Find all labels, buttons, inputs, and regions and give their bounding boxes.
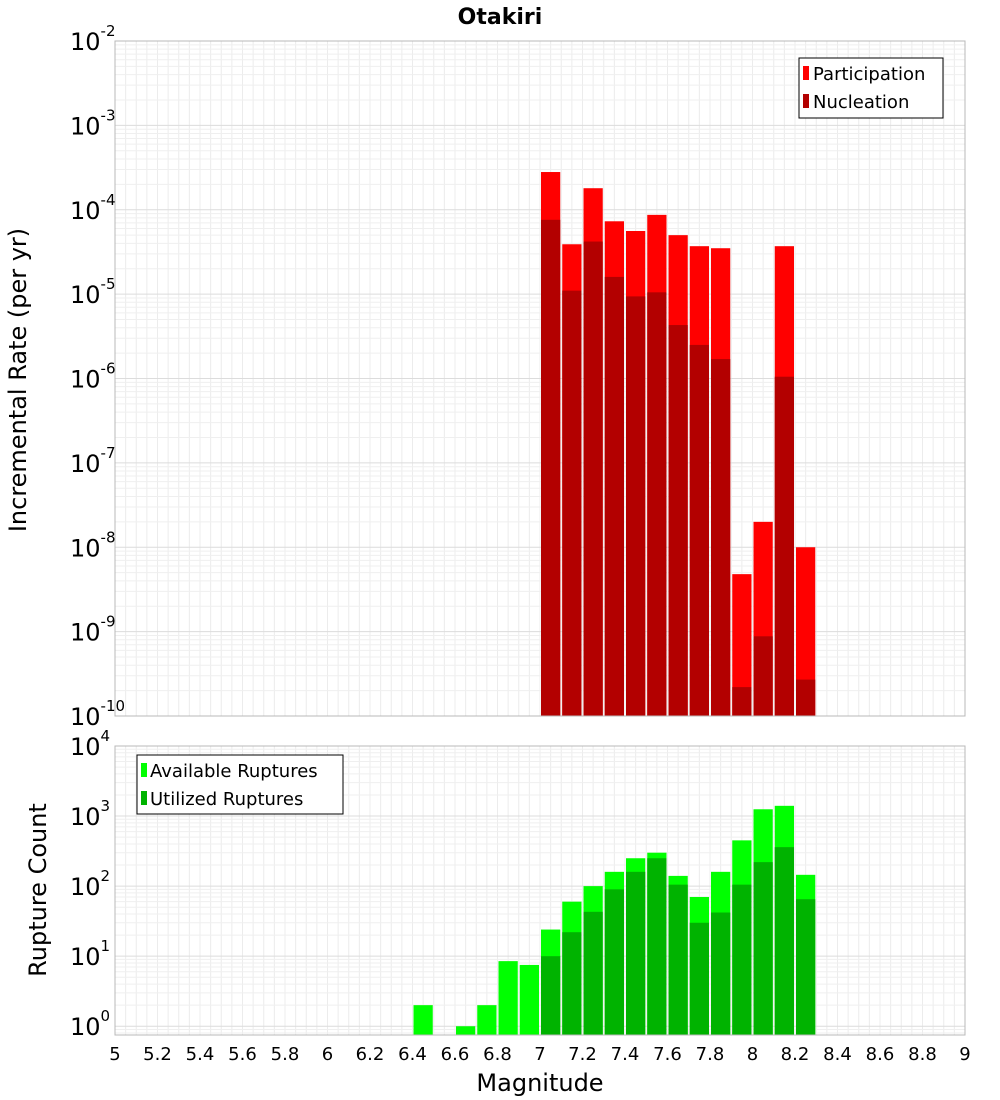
top-bar-nucleation: [796, 679, 816, 716]
bottom-y-tick-label: 103: [70, 797, 110, 831]
legend-available-swatch: [141, 763, 147, 777]
legend-participation-swatch: [803, 66, 809, 80]
bottom-bar-available-ruptures: [413, 1005, 433, 1035]
x-tick-label: 6.4: [398, 1044, 427, 1065]
top-bar-nucleation: [541, 219, 561, 717]
legend-participation-label: Participation: [813, 64, 925, 85]
top-panel: 10-2 10-3 10-4 10-5 10-6 10-7 10-8 10-9 10-10 In…: [4, 22, 966, 731]
bottom-bar-utilized-ruptures: [796, 899, 816, 1035]
bottom-bar-utilized-ruptures: [689, 922, 709, 1035]
bottom-bar-utilized-ruptures: [732, 884, 752, 1035]
x-tick-label: 7.2: [568, 1044, 597, 1065]
top-y-tick-label: 10-5: [70, 275, 116, 309]
x-tick-labels: 5 5.2 5.4 5.6 5.8 6 6.2 6.4 6.6 6.8 7 7.2 7.4 7.6 7.8 8…: [109, 1044, 970, 1065]
bottom-bar-utilized-ruptures: [604, 889, 624, 1035]
top-y-tick-label: 10-9: [70, 613, 116, 647]
top-bar-nucleation: [753, 636, 773, 716]
top-y-tick-label: 10-2: [70, 22, 116, 56]
top-bar-nucleation: [689, 344, 709, 716]
x-tick-label: 8: [747, 1044, 758, 1065]
top-bars: [541, 172, 816, 717]
top-bar-participation: [732, 574, 752, 716]
legend-nucleation-swatch: [803, 94, 809, 108]
top-bar-nucleation: [626, 296, 646, 716]
x-tick-label: 6.2: [356, 1044, 385, 1065]
x-tick-label: 8.4: [823, 1044, 852, 1065]
x-tick-label: 7.4: [611, 1044, 640, 1065]
x-tick-label: 8.2: [781, 1044, 810, 1065]
bottom-y-tick-labels: 104 103 102 101 100: [70, 727, 110, 1041]
x-tick-label: 9: [959, 1044, 970, 1065]
top-bar-nucleation: [774, 376, 794, 716]
top-y-tick-label: 10-3: [70, 106, 116, 140]
top-y-tick-label: 10-6: [70, 360, 116, 394]
bottom-legend-box: [136, 754, 344, 815]
x-tick-label: 5.2: [143, 1044, 172, 1065]
legend-utilized-swatch: [141, 791, 147, 805]
bottom-bar-utilized-ruptures: [626, 871, 646, 1035]
top-legend-box: [798, 57, 944, 119]
bottom-bar-available-ruptures: [477, 1005, 497, 1035]
top-plot-border: [114, 40, 966, 717]
top-y-tick-label: 10-10: [70, 697, 125, 731]
legend-nucleation-label: Nucleation: [813, 92, 909, 113]
top-bar-nucleation: [647, 292, 667, 716]
top-grid: [114, 41, 966, 717]
top-y-tick-label: 10-4: [70, 191, 116, 225]
x-tick-label: 7.6: [653, 1044, 682, 1065]
bottom-bar-utilized-ruptures: [541, 956, 561, 1035]
bottom-panel: 104 103 102 101 100 5 5.2 5.4 5.6 5.8 6 6.2 6.4 6.6 6…: [24, 727, 971, 1097]
chart-title: Otakiri: [458, 5, 543, 30]
top-bar-nucleation: [583, 241, 603, 717]
x-tick-label: 7.8: [696, 1044, 725, 1065]
bottom-bar-utilized-ruptures: [668, 884, 688, 1035]
x-tick-label: 8.6: [866, 1044, 895, 1065]
top-bar-participation: [796, 547, 816, 716]
bottom-legend: Available Ruptures Utilized Ruptures: [136, 754, 344, 815]
bottom-bar-available-ruptures: [498, 961, 518, 1035]
bottom-bar-available-ruptures: [456, 1026, 476, 1035]
top-legend: Participation Nucleation: [798, 57, 944, 119]
top-y-axis-label: Incremental Rate (per yr): [4, 228, 32, 532]
legend-utilized-label: Utilized Ruptures: [150, 789, 303, 810]
bottom-plot-border: [114, 745, 966, 1036]
x-tick-label: 5: [109, 1044, 120, 1065]
x-tick-label: 8.8: [908, 1044, 937, 1065]
top-y-tick-label: 10-8: [70, 528, 116, 562]
x-tick-label: 6.8: [483, 1044, 512, 1065]
top-bar-nucleation: [668, 325, 688, 716]
bottom-y-axis-label: Rupture Count: [24, 803, 52, 977]
bottom-bar-utilized-ruptures: [562, 932, 582, 1035]
x-tick-label: 6.6: [441, 1044, 470, 1065]
bottom-bar-utilized-ruptures: [753, 862, 773, 1035]
top-bar-nucleation: [562, 290, 582, 716]
top-bar-nucleation: [604, 276, 624, 716]
bottom-y-tick-label: 101: [70, 937, 110, 971]
bottom-bar-utilized-ruptures: [711, 912, 731, 1035]
x-axis-label: Magnitude: [476, 1069, 603, 1097]
bottom-y-tick-label: 102: [70, 867, 110, 901]
legend-available-label: Available Ruptures: [150, 761, 318, 782]
bottom-y-tick-label: 100: [70, 1007, 110, 1041]
bottom-bar-available-ruptures: [519, 964, 539, 1035]
bottom-bar-utilized-ruptures: [583, 911, 603, 1035]
x-tick-label: 5.6: [228, 1044, 257, 1065]
x-tick-label: 6: [322, 1044, 333, 1065]
x-tick-label: 7: [534, 1044, 545, 1065]
x-tick-label: 5.8: [271, 1044, 300, 1065]
bottom-bar-utilized-ruptures: [774, 847, 794, 1035]
top-y-tick-labels: 10-2 10-3 10-4 10-5 10-6 10-7 10-8 10-9 10-10: [70, 22, 125, 731]
top-bar-nucleation: [711, 359, 731, 716]
top-bar-nucleation: [732, 687, 752, 716]
bottom-bar-utilized-ruptures: [647, 858, 667, 1035]
bottom-y-tick-label: 104: [70, 727, 110, 761]
bottom-bars: [413, 805, 816, 1035]
top-y-tick-label: 10-7: [70, 444, 116, 478]
x-tick-label: 5.4: [186, 1044, 215, 1065]
